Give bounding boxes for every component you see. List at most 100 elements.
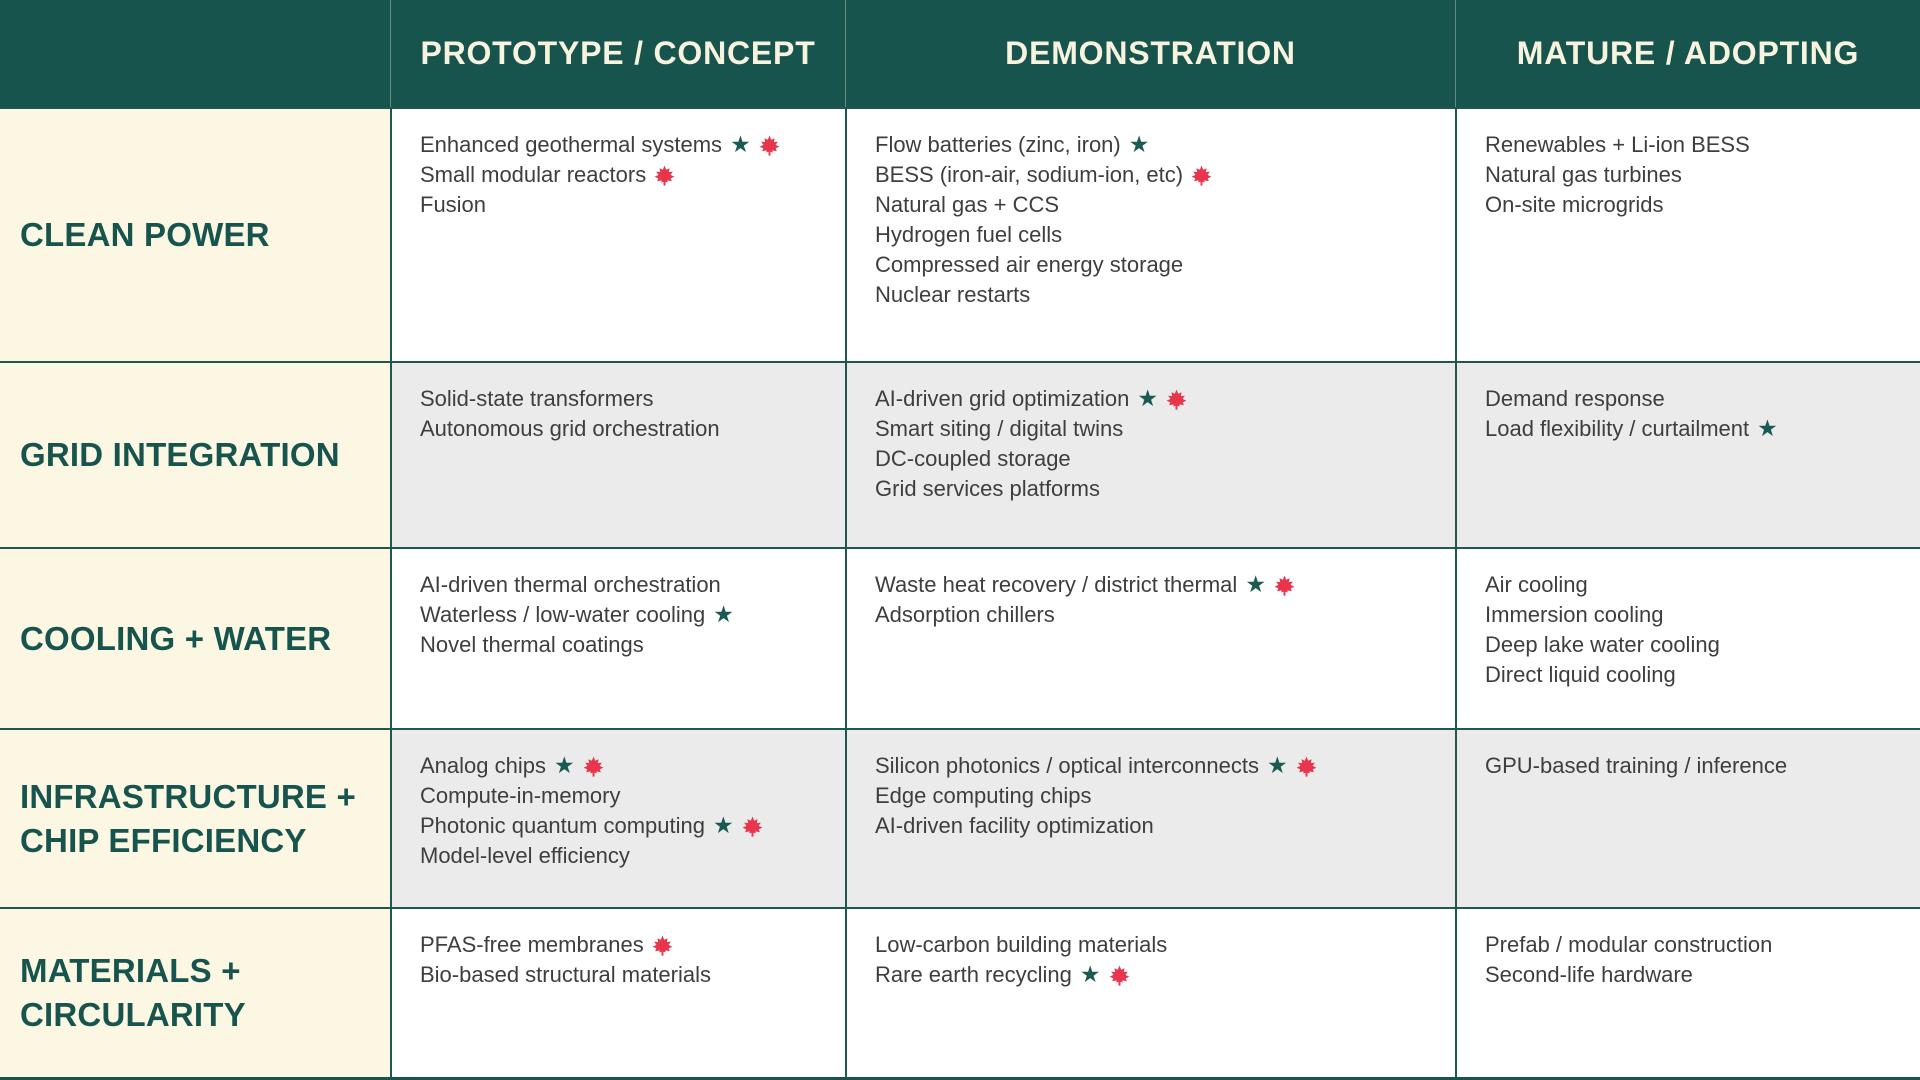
tech-item-label: Solid-state transformers: [420, 386, 654, 411]
tech-item: AI-driven thermal orchestration: [420, 570, 827, 600]
tech-item: Small modular reactors: [420, 160, 827, 190]
tech-item-label: Grid services platforms: [875, 476, 1100, 501]
maple-leaf-icon: [759, 134, 780, 156]
matrix-cell: AI-driven grid optimization ★ Smart siting…: [845, 361, 1455, 547]
tech-item: Hydrogen fuel cells: [875, 220, 1437, 250]
tech-item-label: Photonic quantum computing: [420, 813, 705, 838]
tech-item: DC-coupled storage: [875, 444, 1437, 474]
tech-item-label: Second-life hardware: [1485, 962, 1693, 987]
tech-item-label: Adsorption chillers: [875, 602, 1055, 627]
tech-item-label: Nuclear restarts: [875, 282, 1031, 307]
star-icon: ★: [1757, 415, 1778, 442]
matrix-cell: Waste heat recovery / district thermal ★ A…: [845, 547, 1455, 728]
tech-item-label: Demand response: [1485, 386, 1665, 411]
tech-item: Immersion cooling: [1485, 600, 1902, 630]
tech-item: Nuclear restarts: [875, 280, 1437, 310]
tech-item-label: Load flexibility / curtailment: [1485, 416, 1750, 441]
maple-leaf-icon: [1109, 964, 1130, 986]
tech-item-label: Smart siting / digital twins: [875, 416, 1124, 441]
tech-item-label: Rare earth recycling: [875, 962, 1072, 987]
matrix-cell: Prefab / modular construction Second-life…: [1455, 907, 1920, 1080]
tech-item-label: Enhanced geothermal systems: [420, 132, 723, 157]
matrix-cell: GPU-based training / inference: [1455, 728, 1920, 907]
tech-item-label: Analog chips: [420, 753, 546, 778]
tech-item-label: Low-carbon building materials: [875, 932, 1168, 957]
star-icon: ★: [1267, 752, 1288, 779]
star-icon: ★: [712, 812, 734, 839]
tech-item-label: Autonomous grid orchestration: [420, 416, 720, 441]
tech-item-label: Waste heat recovery / district thermal: [875, 572, 1238, 597]
matrix-cell: Low-carbon building materials Rare earth …: [845, 907, 1455, 1080]
matrix-cell: Flow batteries (zinc, iron) ★ BESS (iron-a…: [845, 107, 1455, 361]
tech-item-label: Hydrogen fuel cells: [875, 222, 1063, 247]
tech-item: On-site microgrids: [1485, 190, 1902, 220]
tech-item-label: Silicon photonics / optical interconnect…: [875, 753, 1259, 778]
tech-item: Compressed air energy storage: [875, 250, 1437, 280]
tech-item: Waste heat recovery / district thermal ★: [875, 570, 1437, 600]
matrix-cell: Analog chips ★ Compute-in-memory Photonic q…: [390, 728, 845, 907]
maple-leaf-icon: [652, 934, 673, 956]
column-header-prototype-concept: PROTOTYPE / CONCEPT: [390, 0, 845, 107]
maple-leaf-icon: [1166, 388, 1187, 410]
star-icon: ★: [1137, 385, 1158, 412]
tech-item-label: Compressed air energy storage: [875, 252, 1184, 277]
tech-item: BESS (iron-air, sodium-ion, etc): [875, 160, 1437, 190]
column-header-mature-adopting: MATURE / ADOPTING: [1455, 0, 1920, 107]
tech-item-label: Model-level efficiency: [420, 843, 630, 868]
matrix-cell: PFAS-free membranes Bio-based structural …: [390, 907, 845, 1080]
tech-item: AI-driven grid optimization ★: [875, 384, 1437, 414]
tech-item-label: Natural gas + CCS: [875, 192, 1060, 217]
tech-item: Load flexibility / curtailment ★: [1485, 414, 1902, 444]
tech-item: Silicon photonics / optical interconnect…: [875, 751, 1437, 781]
row-label-text: CLEAN POWER: [20, 216, 270, 253]
tech-item: Grid services platforms: [875, 474, 1437, 504]
corner-cell: [0, 0, 390, 107]
tech-item: AI-driven facility optimization: [875, 811, 1437, 841]
tech-item-label: AI-driven facility optimization: [875, 813, 1154, 838]
maple-leaf-icon: [583, 755, 604, 777]
column-header-label: MATURE / ADOPTING: [1516, 35, 1860, 71]
tech-item: Novel thermal coatings: [420, 630, 827, 660]
tech-item-label: Novel thermal coatings: [420, 632, 644, 657]
tech-item: Analog chips ★: [420, 751, 827, 781]
star-icon: ★: [1079, 961, 1101, 988]
tech-item-label: AI-driven grid optimization: [875, 386, 1130, 411]
tech-item-label: Bio-based structural materials: [420, 962, 712, 987]
tech-item: Air cooling: [1485, 570, 1902, 600]
tech-item-label: DC-coupled storage: [875, 446, 1071, 471]
tech-item: Compute-in-memory: [420, 781, 827, 811]
star-icon: ★: [730, 131, 751, 158]
row-label-clean-power: CLEAN POWER: [0, 107, 390, 361]
tech-item-label: GPU-based training / inference: [1485, 753, 1788, 778]
row-label-infrastructure-chip-efficiency: INFRASTRUCTURE + CHIP EFFICIENCY: [0, 728, 390, 907]
tech-item-label: PFAS-free membranes: [420, 932, 644, 957]
tech-item-label: Deep lake water cooling: [1485, 632, 1720, 657]
tech-item-label: Natural gas turbines: [1485, 162, 1682, 187]
column-header-label: DEMONSTRATION: [1005, 35, 1296, 71]
tech-item: Autonomous grid orchestration: [420, 414, 827, 444]
tech-item: Low-carbon building materials: [875, 930, 1437, 960]
tech-item-label: Fusion: [420, 192, 487, 217]
tech-item: GPU-based training / inference: [1485, 751, 1902, 781]
row-label-text: GRID INTEGRATION: [20, 436, 340, 473]
star-icon: ★: [1245, 571, 1266, 598]
star-icon: ★: [713, 601, 734, 628]
star-icon: ★: [1128, 131, 1150, 158]
tech-item-label: Edge computing chips: [875, 783, 1092, 808]
tech-item: Bio-based structural materials: [420, 960, 827, 990]
tech-item: Edge computing chips: [875, 781, 1437, 811]
star-icon: ★: [553, 752, 575, 779]
tech-item: Renewables + Li-ion BESS: [1485, 130, 1902, 160]
tech-item: Smart siting / digital twins: [875, 414, 1437, 444]
maple-leaf-icon: [654, 164, 675, 186]
tech-item: Direct liquid cooling: [1485, 660, 1902, 690]
tech-item-label: AI-driven thermal orchestration: [420, 572, 721, 597]
tech-item: Demand response: [1485, 384, 1902, 414]
tech-item: Deep lake water cooling: [1485, 630, 1902, 660]
tech-item: Model-level efficiency: [420, 841, 827, 871]
tech-item: Second-life hardware: [1485, 960, 1902, 990]
maple-leaf-icon: [1274, 574, 1295, 596]
tech-item-label: Immersion cooling: [1485, 602, 1664, 627]
row-label-cooling-water: COOLING + WATER: [0, 547, 390, 728]
tech-item: Photonic quantum computing ★: [420, 811, 827, 841]
